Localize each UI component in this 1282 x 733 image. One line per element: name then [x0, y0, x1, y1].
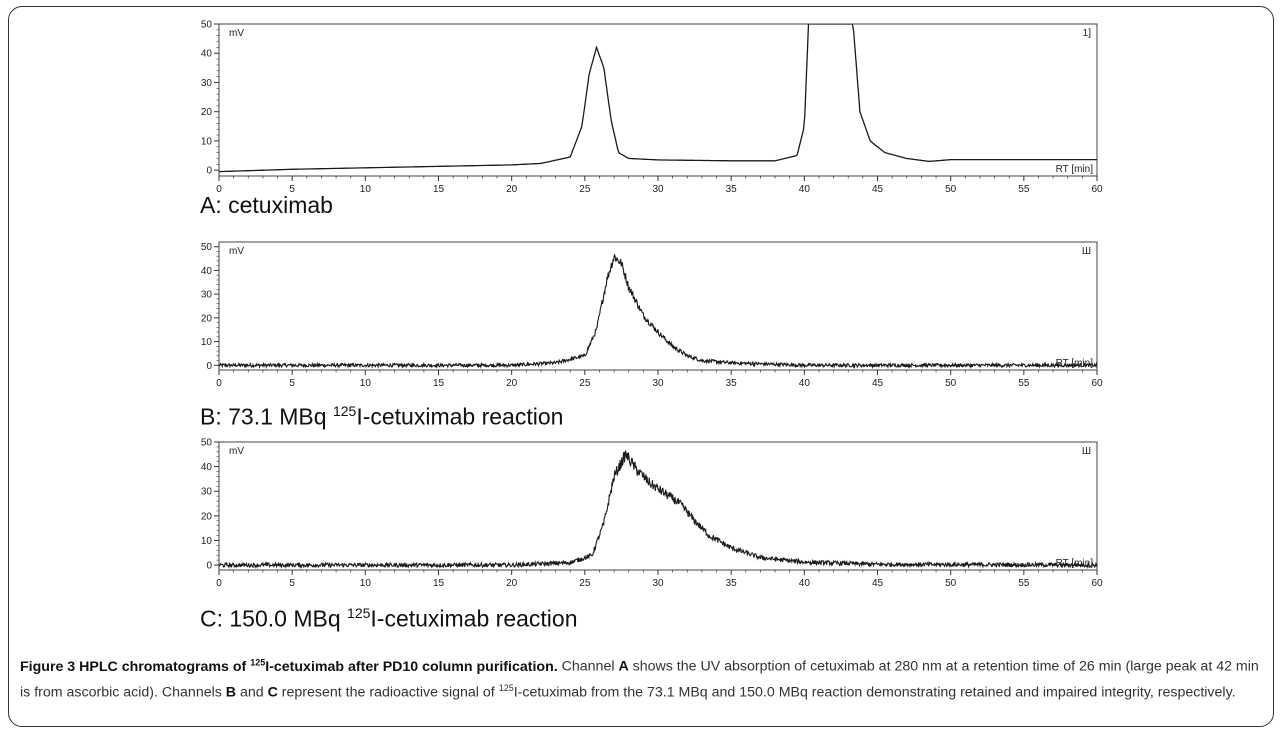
x-tick-label: 50 — [945, 184, 957, 195]
x-tick-label: 15 — [433, 184, 445, 195]
x-tick-label: 10 — [360, 578, 372, 589]
y-tick-label: 0 — [206, 561, 212, 572]
caption-title: Figure 3 HPLC chromatograms of 125I-cetu… — [20, 659, 558, 675]
y-tick-label: 40 — [201, 266, 213, 277]
x-tick-label: 55 — [1018, 184, 1030, 195]
y-tick-label: 40 — [201, 49, 213, 60]
x-tick-label: 60 — [1091, 378, 1103, 389]
hplc-chart-panel-a: 0 5 10 15 20 25 30 35 40 45 50 55 6001020304050mVRT … — [0, 20, 1282, 220]
x-tick-label: 40 — [799, 184, 811, 195]
x-tick-label: 45 — [872, 378, 884, 389]
x-tick-label: 5 — [289, 578, 295, 589]
y-tick-label: 0 — [206, 166, 212, 177]
channel-label: 1] — [1083, 28, 1092, 39]
plot-frame — [219, 442, 1097, 570]
y-unit-label: mV — [229, 246, 244, 257]
y-tick-label: 20 — [201, 511, 213, 522]
plot-frame — [219, 24, 1097, 176]
x-tick-label: 30 — [652, 184, 664, 195]
x-tick-label: 55 — [1018, 378, 1030, 389]
x-tick-label: 35 — [726, 184, 738, 195]
y-tick-label: 30 — [201, 290, 213, 301]
channel-label: Ш — [1082, 446, 1091, 457]
x-tick-label: 20 — [506, 378, 518, 389]
x-tick-label: 40 — [799, 578, 811, 589]
x-tick-label: 50 — [945, 578, 957, 589]
y-tick-label: 50 — [201, 242, 213, 253]
panel-label-a: A: cetuximab — [200, 192, 333, 219]
x-tick-label: 25 — [579, 184, 591, 195]
y-tick-label: 10 — [201, 136, 213, 147]
x-tick-label: 10 — [360, 184, 372, 195]
channel-label: Ш — [1082, 246, 1091, 257]
x-tick-label: 15 — [433, 378, 445, 389]
y-tick-label: 20 — [201, 313, 213, 324]
y-tick-label: 10 — [201, 337, 213, 348]
x-tick-label: 45 — [872, 184, 884, 195]
x-tick-label: 0 — [216, 578, 222, 589]
y-unit-label: mV — [229, 28, 244, 39]
x-tick-label: 35 — [726, 378, 738, 389]
x-tick-label: 60 — [1091, 578, 1103, 589]
hplc-chart-panel-c: 0 5 10 15 20 25 30 35 40 45 50 55 6001020304050mVRT … — [0, 436, 1282, 636]
y-tick-label: 50 — [201, 438, 213, 449]
x-tick-label: 5 — [289, 378, 295, 389]
series-line — [219, 451, 1097, 567]
x-tick-label: 0 — [216, 378, 222, 389]
x-tick-label: 30 — [652, 378, 664, 389]
y-tick-label: 20 — [201, 107, 213, 118]
x-tick-label: 25 — [579, 578, 591, 589]
x-tick-label: 60 — [1091, 184, 1103, 195]
y-tick-label: 40 — [201, 462, 213, 473]
series-line — [219, 255, 1097, 367]
series-line — [219, 24, 1097, 172]
plot-frame — [219, 242, 1097, 370]
x-tick-label: 35 — [726, 578, 738, 589]
x-tick-label: 20 — [506, 578, 518, 589]
y-unit-label: mV — [229, 446, 244, 457]
x-tick-label: 25 — [579, 378, 591, 389]
x-tick-label: 15 — [433, 578, 445, 589]
y-tick-label: 30 — [201, 78, 213, 89]
y-tick-label: 0 — [206, 361, 212, 372]
x-tick-label: 45 — [872, 578, 884, 589]
x-tick-label: 20 — [506, 184, 518, 195]
y-tick-label: 30 — [201, 487, 213, 498]
x-tick-label: 10 — [360, 378, 372, 389]
y-tick-label: 10 — [201, 536, 213, 547]
x-tick-label: 30 — [652, 578, 664, 589]
figure-caption: Figure 3 HPLC chromatograms of 125I-cetu… — [20, 652, 1264, 703]
y-tick-label: 50 — [201, 20, 213, 31]
x-tick-label: 40 — [799, 378, 811, 389]
x-tick-label: 50 — [945, 378, 957, 389]
x-tick-label: 55 — [1018, 578, 1030, 589]
panel-label-b: B: 73.1 MBq 125I-cetuximab reaction — [200, 403, 563, 431]
x-unit-label: RT [min] — [1056, 164, 1094, 175]
panel-label-c: C: 150.0 MBq 125I-cetuximab reaction — [200, 605, 577, 633]
